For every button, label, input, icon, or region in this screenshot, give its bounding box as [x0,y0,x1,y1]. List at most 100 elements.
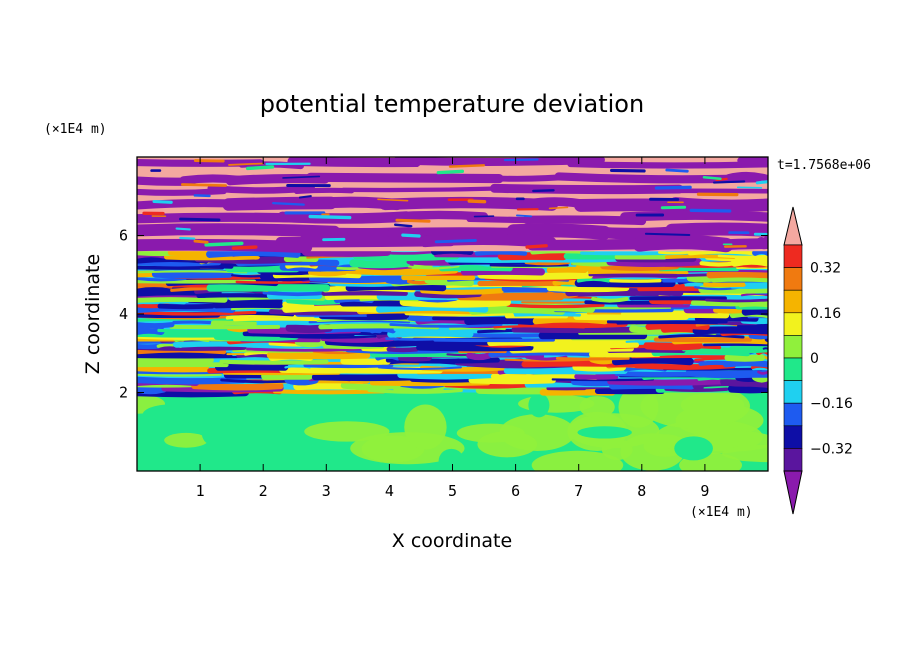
band-edge [272,201,305,206]
mid-streak [233,317,322,322]
y-unit-label: (×1E4 m) [44,122,107,137]
mid-streak [705,298,768,303]
mid-streak [466,352,492,361]
colorbar-label: 0 [810,351,819,367]
band-edge [689,208,732,213]
band-edge [712,180,746,184]
mid-streak [210,318,257,327]
mid-streak [407,265,460,270]
colorbar-label: −0.16 [810,396,853,412]
lower-patch [361,435,425,463]
mid-streak [574,373,619,380]
x-tick-label: 8 [637,482,646,500]
mid-streak [266,351,371,360]
mid-streak [308,274,402,284]
mid-streak [511,326,635,334]
mid-streak [369,325,396,334]
mid-streak [308,270,347,277]
mid-streak [219,359,329,365]
upper-band [724,171,768,183]
band-edge [644,232,691,236]
mid-streak [552,278,580,286]
band-edge [434,239,477,244]
time-label: t=1.7568e+06 [777,158,871,173]
mid-streak [587,269,689,275]
mid-streak [506,303,605,309]
mid-streak [157,303,215,310]
upper-band [665,222,768,237]
mid-streak [399,298,512,308]
band-edge [525,244,548,249]
mid-streak [609,278,662,283]
mid-streak [191,382,284,391]
band-edge [436,169,465,175]
band-edge [245,165,275,171]
mid-streak [699,261,738,267]
band-edge [660,205,687,210]
y-tick-label: 2 [119,384,128,402]
band-edge [308,214,352,220]
mid-streak [137,295,228,303]
lower-patch [674,436,713,461]
mid-streak [606,258,702,268]
mid-streak [658,251,690,255]
mid-streak [375,303,489,313]
mid-streak [468,376,557,385]
mid-streak [709,274,768,283]
mid-streak [387,329,474,338]
band-edge [467,199,487,204]
band-edge [393,223,413,228]
chart-title: potential temperature deviation [260,90,644,118]
x-unit-label: (×1E4 m) [690,505,753,520]
mid-streak [611,355,694,366]
mid-streak [137,352,233,358]
mid-streak [386,346,419,353]
upper-band [756,235,768,250]
band-edge [193,194,211,198]
mid-streak [606,320,728,324]
x-tick-label: 2 [259,482,268,500]
colorbar-swatch [783,402,803,427]
mid-streak [416,344,534,352]
lower-patch [640,383,750,429]
lower-patch [142,404,198,426]
band-edge [736,186,763,189]
band-edge [181,183,227,187]
mid-streak [137,364,210,371]
mid-streak [151,269,234,279]
x-tick-label: 3 [322,482,331,500]
mid-streak [349,259,411,269]
mid-streak [645,322,710,330]
lower-patch [531,450,624,471]
mid-streak [727,384,768,394]
band-edge [298,195,312,199]
mid-streak [367,388,463,394]
lower-patch [477,431,538,458]
band-edge [610,168,646,173]
y-tick-label: 4 [119,305,128,323]
colorbar-swatch [783,267,803,291]
mid-streak [633,362,736,370]
band-edge [395,218,431,223]
mid-streak [460,267,545,276]
colorbar-swatch [783,425,803,449]
mid-streak [282,301,317,309]
lower-patch [404,404,447,450]
mid-streak [389,323,503,328]
colorbar-label: 0.16 [810,306,841,322]
mid-streak [685,369,768,379]
mid-streak [340,266,459,276]
colorbar-swatch [783,289,803,314]
lower-patch [231,392,280,413]
x-tick-label: 4 [385,482,394,500]
mid-streak [741,306,768,316]
band-edge [654,185,692,190]
mid-streak [246,347,364,352]
mid-streak [713,307,748,314]
colorbar-top-arrow [783,206,803,246]
mid-streak [723,360,768,368]
band-edge [503,158,539,162]
y-axis-label: Z coordinate [82,254,104,374]
lower-patch [187,415,252,425]
lower-patch [601,439,633,461]
